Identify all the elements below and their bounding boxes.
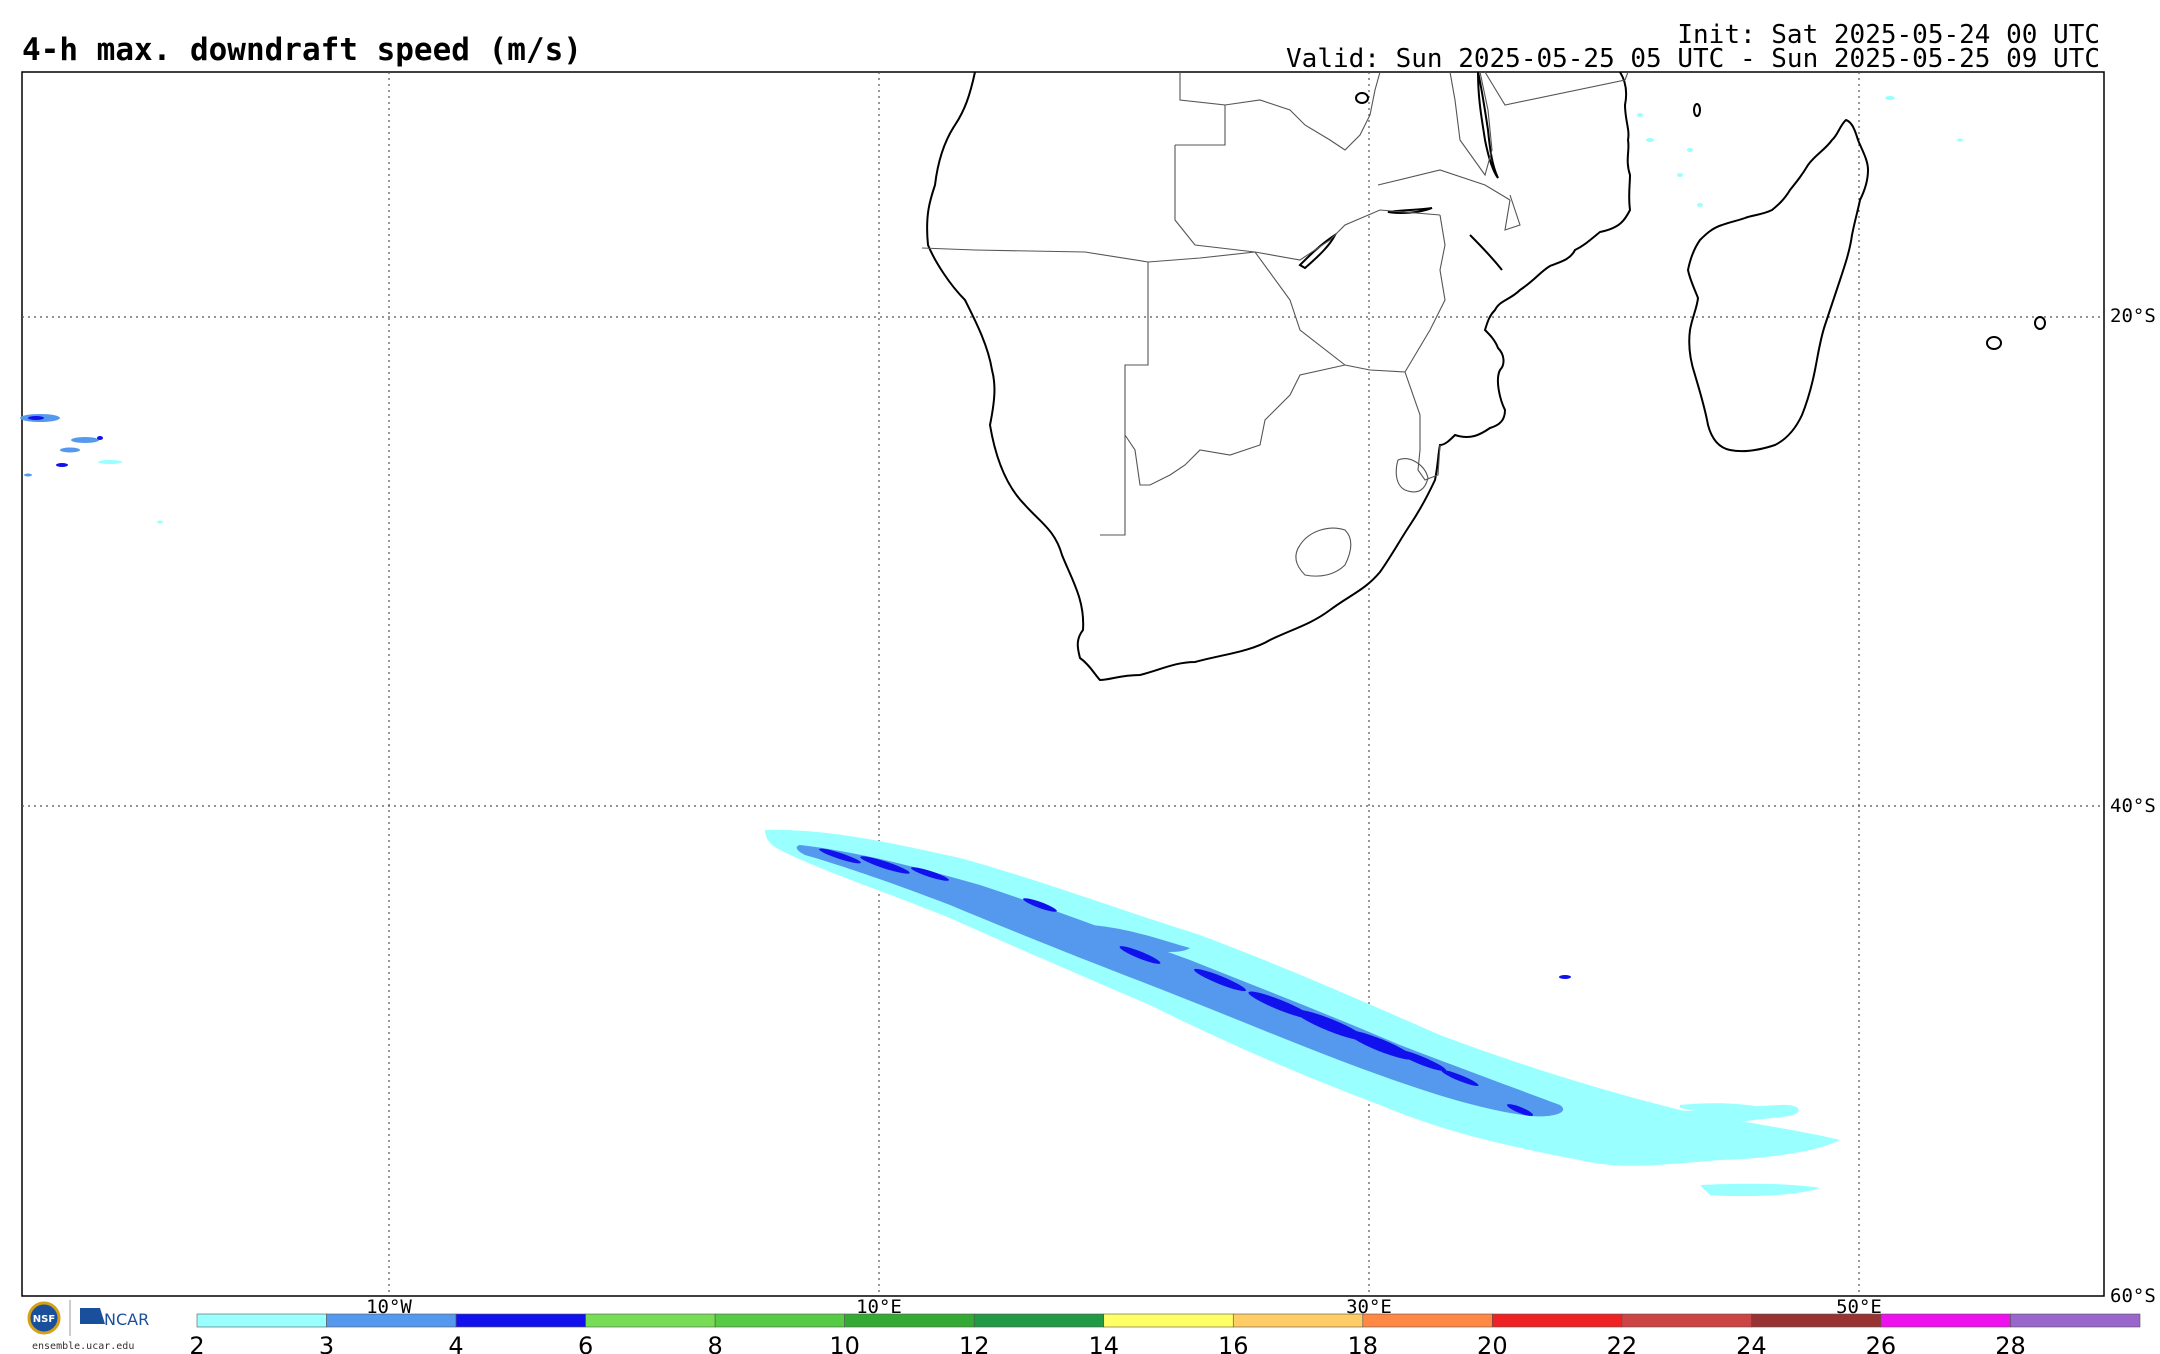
contour-3-4-b bbox=[1089, 925, 1190, 952]
border-namibia-botswana bbox=[1100, 262, 1149, 536]
colorbar-tick-label: 16 bbox=[1218, 1332, 1249, 1354]
colorbar-tick-label: 14 bbox=[1088, 1332, 1119, 1354]
coastline-madagascar bbox=[1686, 118, 1870, 453]
lake-small bbox=[1469, 234, 1503, 271]
colorbar-swatch bbox=[455, 1313, 586, 1328]
border-botswana-zimbabwe bbox=[1254, 251, 1421, 450]
border-swaziland bbox=[1395, 458, 1429, 493]
colorbar-tick-label: 3 bbox=[319, 1332, 334, 1354]
colorbar-swatch bbox=[196, 1313, 327, 1328]
colorbar-swatch bbox=[1362, 1313, 1493, 1328]
colorbar-swatch bbox=[585, 1313, 716, 1328]
colorbar-swatch bbox=[326, 1313, 457, 1328]
ncar-logo-text: NCAR bbox=[104, 1310, 149, 1329]
lon-label-50e: 50°E bbox=[1836, 1296, 1882, 1318]
lat-label-60s: 60°S bbox=[2110, 1285, 2156, 1307]
ncar-logo-icon bbox=[80, 1308, 105, 1324]
country-borders bbox=[921, 71, 1629, 577]
colorbar-swatch bbox=[1232, 1313, 1364, 1328]
coastline-africa bbox=[926, 71, 1632, 682]
colorbar-tick-label: 28 bbox=[1995, 1332, 2026, 1354]
border-zambia-zimbabwe bbox=[1254, 209, 1441, 261]
contour-2-3-tail2 bbox=[1700, 1183, 1820, 1197]
nsf-logo-icon bbox=[27, 1301, 61, 1335]
colorbar-tick-label: 10 bbox=[829, 1332, 860, 1354]
contour-3-4 bbox=[796, 845, 1564, 1117]
colorbar: 2 3 4 6 8 10 12 14 16 18 20 22 24 26 28 bbox=[189, 1313, 2141, 1354]
lon-label-10w: 10°W bbox=[366, 1296, 412, 1318]
map-frame bbox=[21, 71, 2105, 1297]
colorbar-tick-label: 4 bbox=[448, 1332, 463, 1354]
coastlines bbox=[926, 71, 2046, 682]
colorbar-tick-label: 2 bbox=[189, 1332, 204, 1354]
colorbar-swatch bbox=[714, 1313, 845, 1328]
contour-west-cells bbox=[20, 414, 163, 524]
lon-label-30e: 30°E bbox=[1346, 1296, 1392, 1318]
lat-label-40s: 40°S bbox=[2110, 795, 2156, 817]
nsf-logo-text: NSF bbox=[33, 1314, 55, 1325]
coastline-comoros bbox=[1693, 103, 1701, 117]
border-drc-zambia-east bbox=[1224, 71, 1381, 151]
border-botswana-sa bbox=[1124, 364, 1346, 486]
colorbar-swatch bbox=[1103, 1313, 1234, 1328]
border-mozambique bbox=[1404, 214, 1446, 373]
logo-url: ensemble.ucar.edu bbox=[32, 1341, 134, 1352]
colorbar-tick-label: 8 bbox=[707, 1332, 722, 1354]
colorbar-tick-label: 18 bbox=[1348, 1332, 1379, 1354]
lon-label-10e: 10°E bbox=[856, 1296, 902, 1318]
lake-bangweulu bbox=[1355, 92, 1369, 104]
colorbar-swatch bbox=[973, 1313, 1105, 1328]
logo: NSF NCAR ensemble.ucar.edu bbox=[27, 1300, 149, 1352]
contour-ne-cells bbox=[1637, 96, 1963, 207]
lake-cahora bbox=[1387, 207, 1433, 214]
valid-time: Valid: Sun 2025-05-25 05 UTC - Sun 2025-… bbox=[1286, 44, 2100, 74]
lat-labels: 20°S 40°S 60°S bbox=[2110, 305, 2156, 1307]
init-time: Init: Sat 2025-05-24 00 UTC bbox=[1677, 20, 2100, 50]
border-angola-namibia bbox=[921, 247, 1256, 263]
border-tanzania bbox=[1449, 71, 1493, 177]
border-tanzania-north bbox=[1484, 71, 1629, 106]
colorbar-swatch bbox=[1880, 1313, 2011, 1328]
lake-malawi bbox=[1477, 71, 1499, 179]
border-lesotho bbox=[1295, 527, 1352, 577]
colorbar-tick-label: 22 bbox=[1607, 1332, 1638, 1354]
colorbar-swatch bbox=[1751, 1313, 1882, 1328]
lat-label-20s: 20°S bbox=[2110, 305, 2156, 327]
coastline-reunion bbox=[1986, 336, 2002, 350]
colorbar-tick-label: 6 bbox=[578, 1332, 593, 1354]
contour-2-3-tail3 bbox=[1680, 1103, 1760, 1111]
border-mozambique-malawi bbox=[1377, 169, 1511, 201]
colorbar-swatch bbox=[1621, 1313, 1752, 1328]
colorbar-swatch bbox=[2010, 1313, 2141, 1328]
colorbar-tick-label: 20 bbox=[1477, 1332, 1508, 1354]
colorbar-tick-label: 24 bbox=[1736, 1332, 1767, 1354]
colorbar-swatch bbox=[844, 1313, 975, 1328]
coastline-mauritius bbox=[2034, 316, 2046, 330]
map-title: 4-h max. downdraft speed (m/s) bbox=[22, 32, 582, 68]
lon-labels: 10°W 10°E 30°E 50°E bbox=[366, 1296, 1882, 1318]
colorbar-swatch bbox=[1492, 1313, 1623, 1328]
border-mozambique-tanzania bbox=[1504, 194, 1521, 231]
contour-4-6 bbox=[819, 848, 1571, 1116]
downdraft-field bbox=[20, 96, 1963, 1197]
colorbar-tick-label: 26 bbox=[1866, 1332, 1897, 1354]
colorbar-tick-label: 12 bbox=[959, 1332, 990, 1354]
contour-3-4-c bbox=[1040, 915, 1080, 929]
contour-2-3-tail bbox=[1600, 1104, 1799, 1130]
border-angola-zambia bbox=[1174, 145, 1256, 253]
